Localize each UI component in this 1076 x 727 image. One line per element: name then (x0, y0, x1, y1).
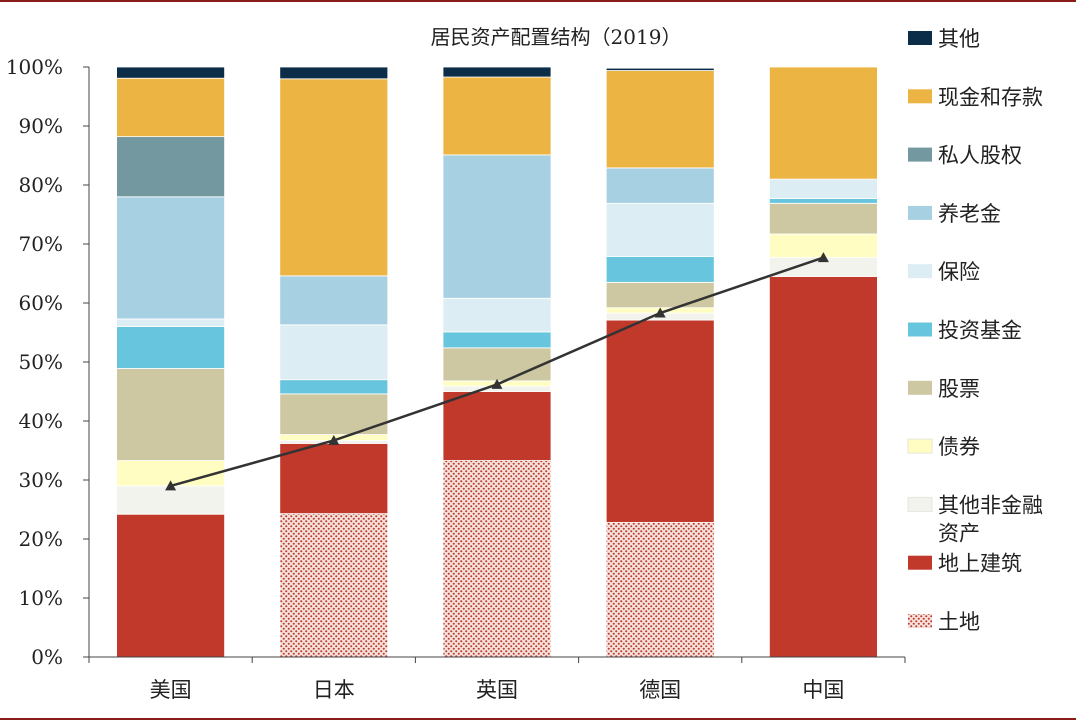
legend-swatch (908, 31, 932, 45)
legend-item: 其他 (908, 27, 980, 51)
legend-label: 其他 (938, 27, 980, 51)
legend-label: 投资基金 (938, 319, 1022, 343)
legend-label: 私人股权 (938, 144, 1022, 168)
legend-label: 地上建筑 (938, 552, 1022, 576)
bar-segment (116, 485, 225, 515)
x-category-label: 英国 (476, 678, 518, 702)
y-tick-label: 10% (19, 586, 63, 610)
legend-label: 其他非金融资产 (938, 493, 1043, 545)
y-tick-label: 80% (19, 173, 63, 197)
bar-segment (605, 202, 715, 257)
legend-label: 保险 (938, 260, 980, 284)
legend-swatch (908, 614, 932, 628)
bar-segment (442, 154, 552, 299)
bar-segment (605, 67, 715, 71)
bar-segment (605, 522, 715, 658)
legend-swatch (908, 555, 932, 570)
legend-label: 养老金 (938, 202, 1001, 226)
trend-point (165, 480, 177, 491)
bar-segment (769, 276, 878, 658)
legend-swatch (907, 438, 933, 454)
y-tick-label: 20% (19, 527, 63, 551)
legend-item: 债券 (907, 435, 980, 459)
trend-point (491, 378, 503, 389)
x-category-label: 日本 (313, 678, 355, 702)
trend-line (165, 252, 829, 491)
bar-segment (605, 167, 715, 204)
trend-point (654, 307, 666, 318)
y-tick-label: 100% (6, 55, 63, 79)
x-category-label: 中国 (802, 678, 844, 702)
y-tick-label: 50% (19, 350, 63, 374)
legend-swatch (908, 322, 932, 337)
bar-segment (442, 391, 552, 461)
bar-segment (442, 347, 552, 382)
y-tick-label: 0% (31, 645, 63, 669)
legend-swatch (908, 89, 932, 104)
bar-segment (279, 324, 389, 381)
trend-point (817, 252, 829, 263)
legend-item: 土地 (908, 610, 980, 634)
bar-segment (279, 513, 389, 658)
y-tick-label: 60% (19, 291, 63, 315)
bar-segment (605, 255, 715, 283)
bar-segment (279, 443, 389, 515)
legend-swatch (908, 264, 932, 279)
bar-segment (116, 196, 225, 320)
legend-item: 投资基金 (908, 319, 1022, 343)
bar-segment (442, 76, 552, 156)
bar-segment (442, 297, 552, 333)
x-category-label: 美国 (150, 678, 192, 702)
legend-item: 地上建筑 (908, 552, 1022, 576)
bar-segment (442, 460, 552, 658)
bar-segment (769, 178, 878, 199)
legend-swatch (907, 496, 933, 512)
y-tick-label: 30% (19, 468, 63, 492)
bar-segment (769, 198, 878, 204)
x-category-label: 德国 (639, 678, 681, 702)
bar-segment (279, 66, 389, 80)
bar-segment (116, 513, 225, 658)
bar-segment (116, 66, 225, 79)
bar-segment (116, 326, 225, 369)
legend-label: 股票 (938, 377, 980, 401)
bar-segment (279, 275, 389, 326)
bar-segment (442, 331, 552, 349)
legend-label: 土地 (938, 610, 980, 634)
bar-segment (279, 78, 389, 277)
y-tick-label: 70% (19, 232, 63, 256)
y-tick-label: 40% (19, 409, 63, 433)
legend-item: 私人股权 (908, 144, 1022, 168)
legend-item: 现金和存款 (908, 85, 1043, 109)
trend-point (328, 434, 340, 445)
legend-item: 其他非金融资产 (907, 493, 1043, 545)
bar-segment (769, 202, 878, 235)
legend-label: 现金和存款 (938, 85, 1043, 109)
legend-item: 保险 (908, 260, 980, 284)
bar-segment (116, 368, 225, 461)
y-axis: 0% 10% 20% 30% 40% 50% 60% 70% 80% 90% 100% (6, 55, 90, 669)
bar-segment (769, 66, 878, 180)
chart-title: 居民资产配置结构（2019） (431, 25, 682, 49)
legend-swatch (908, 380, 932, 395)
bar-segment (605, 319, 715, 523)
x-axis: 美国 日本 英国 德国 中国 (88, 656, 906, 702)
legend-item: 养老金 (908, 202, 1001, 226)
legend-label: 债券 (938, 435, 980, 459)
legend-swatch (908, 205, 932, 220)
y-tick-label: 90% (19, 114, 63, 138)
bar-segment (605, 281, 715, 309)
legend-item: 股票 (908, 377, 980, 401)
bars (116, 66, 878, 658)
bar-segment (116, 318, 225, 327)
bar-segment (442, 66, 552, 78)
legend-swatch (908, 147, 932, 162)
bar-segment (116, 136, 225, 198)
bar-segment (116, 77, 225, 138)
bar-segment (605, 70, 715, 169)
bar-segment (279, 379, 389, 395)
